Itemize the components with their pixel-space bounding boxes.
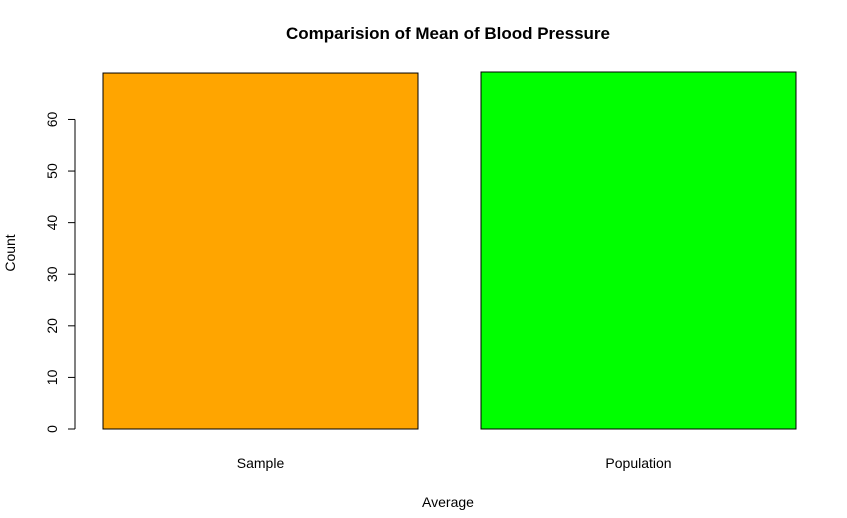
x-axis-label: Average: [422, 494, 474, 510]
y-tick-label: 10: [44, 369, 60, 385]
y-tick-label: 50: [44, 163, 60, 179]
y-tick-label: 0: [44, 425, 60, 433]
y-axis-label: Count: [2, 234, 18, 271]
x-tick-label-population: Population: [605, 455, 671, 471]
bar-population: [480, 71, 797, 430]
x-tick-labels: Sample Population: [237, 455, 672, 471]
y-tick-label: 40: [44, 215, 60, 231]
x-tick-label-sample: Sample: [237, 455, 285, 471]
y-tick-label: 30: [44, 266, 60, 282]
y-axis-ticks: 0 10 20 30 40 50 60: [44, 111, 75, 433]
y-tick-label: 60: [44, 111, 60, 127]
bar-sample: [102, 72, 419, 430]
y-tick-label: 20: [44, 318, 60, 334]
chart-title: Comparision of Mean of Blood Pressure: [286, 24, 610, 43]
bars-group: [102, 71, 797, 430]
